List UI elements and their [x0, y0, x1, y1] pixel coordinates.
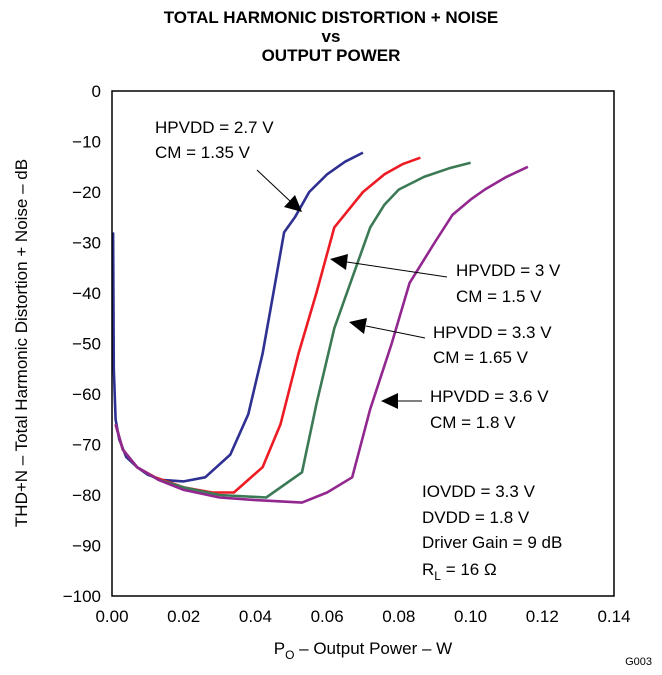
y-tick-label: −40: [72, 284, 101, 303]
series-line-1: [111, 151, 364, 483]
ticks-layer: 0.00 0.02 0.04 0.06 0.08 0.10 0.12 0.14 0 −10 −20 −…: [63, 82, 631, 626]
annotation-2-7v: HPVDD = 2.7 V CM = 1.35 V: [148, 113, 302, 212]
plot-frame: [111, 90, 615, 597]
y-tick-label: −30: [72, 234, 101, 253]
x-tick-label: 0.06: [311, 607, 344, 626]
x-tick-label: 0.00: [95, 607, 128, 626]
y-tick-label: −100: [63, 587, 101, 606]
svg-text:RL = 16 Ω: RL = 16 Ω: [422, 560, 497, 583]
svg-text:DVDD = 1.8 V: DVDD = 1.8 V: [422, 508, 530, 527]
svg-text:CM = 1.5 V: CM = 1.5 V: [456, 287, 542, 306]
figure-id: G003: [625, 656, 652, 668]
svg-text:IOVDD = 3.3 V: IOVDD = 3.3 V: [422, 482, 536, 501]
svg-text:HPVDD = 3.3 V: HPVDD = 3.3 V: [433, 323, 552, 342]
chart-title-line-2: vs: [321, 27, 341, 46]
svg-text:Driver Gain = 9 dB: Driver Gain = 9 dB: [422, 533, 562, 552]
x-tick-label: 0.08: [382, 607, 415, 626]
y-tick-label: −80: [72, 486, 101, 505]
y-tick-label: −70: [72, 436, 101, 455]
chart-title-line-1: TOTAL HARMONIC DISTORTION + NOISE: [163, 8, 499, 27]
svg-text:CM = 1.65 V: CM = 1.65 V: [433, 348, 529, 367]
svg-text:CM = 1.35 V: CM = 1.35 V: [155, 143, 251, 162]
series-layer: [111, 151, 529, 504]
x-tick-label: 0.12: [526, 607, 559, 626]
chart-title-line-3: OUTPUT POWER: [261, 46, 401, 65]
y-tick-label: −60: [72, 385, 101, 404]
y-tick-label: −20: [72, 183, 101, 202]
series-line-3: [114, 161, 471, 499]
svg-text:HPVDD = 3 V: HPVDD = 3 V: [456, 261, 561, 280]
y-axis-label: THD+N – Total Harmonic Distortion + Nois…: [12, 159, 31, 527]
annotation-3-3v: HPVDD = 3.3 V CM = 1.65 V: [349, 318, 586, 370]
x-tick-label: 0.10: [454, 607, 487, 626]
y-tick-label: −90: [72, 537, 101, 556]
annotation-3v: HPVDD = 3 V CM = 1.5 V: [330, 254, 590, 308]
conditions-legend: IOVDD = 3.3 V DVDD = 1.8 V Driver Gain =…: [412, 477, 604, 588]
x-tick-label: 0.02: [167, 607, 200, 626]
y-tick-label: 0: [92, 82, 101, 101]
x-tick-label: 0.14: [597, 607, 630, 626]
y-tick-label: −50: [72, 335, 101, 354]
annotation-3-6v: HPVDD = 3.6 V CM = 1.8 V: [381, 382, 585, 434]
x-axis-label: PO – Output Power – W: [274, 639, 452, 662]
series-line-4: [114, 165, 529, 504]
y-tick-label: −10: [72, 133, 101, 152]
x-tick-label: 0.04: [239, 607, 272, 626]
arrowhead: [349, 318, 367, 334]
arrowhead: [330, 254, 348, 270]
svg-text:HPVDD = 3.6 V: HPVDD = 3.6 V: [430, 387, 549, 406]
arrowhead: [381, 393, 398, 409]
arrowhead: [284, 195, 302, 212]
svg-text:CM = 1.8 V: CM = 1.8 V: [430, 413, 516, 432]
svg-text:HPVDD = 2.7 V: HPVDD = 2.7 V: [155, 118, 274, 137]
